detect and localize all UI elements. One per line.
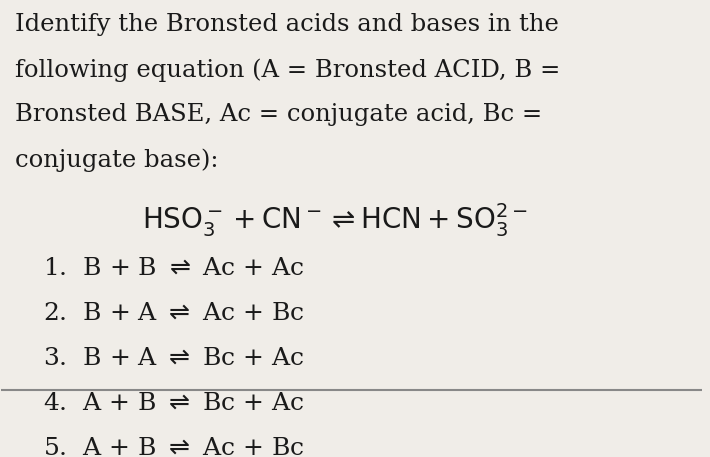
Text: 1.  B + B $\rightleftharpoons$ Ac + Ac: 1. B + B $\rightleftharpoons$ Ac + Ac: [43, 256, 305, 280]
Text: conjugate base):: conjugate base):: [16, 149, 219, 172]
Text: $\mathrm{HSO_3^- + CN^- \rightleftharpoons HCN + SO_3^{2-}}$: $\mathrm{HSO_3^- + CN^- \rightleftharpoo…: [141, 202, 528, 239]
Text: 3.  B + A $\rightleftharpoons$ Bc + Ac: 3. B + A $\rightleftharpoons$ Bc + Ac: [43, 347, 305, 370]
Text: Identify the Bronsted acids and bases in the: Identify the Bronsted acids and bases in…: [16, 13, 559, 36]
Text: 4.  A + B $\rightleftharpoons$ Bc + Ac: 4. A + B $\rightleftharpoons$ Bc + Ac: [43, 392, 305, 415]
Text: 2.  B + A $\rightleftharpoons$ Ac + Bc: 2. B + A $\rightleftharpoons$ Ac + Bc: [43, 302, 305, 324]
Text: following equation (A = Bronsted ACID, B =: following equation (A = Bronsted ACID, B…: [16, 58, 561, 82]
Text: Bronsted BASE, Ac = conjugate acid, Bc =: Bronsted BASE, Ac = conjugate acid, Bc =: [16, 103, 542, 127]
Text: 5.  A + B $\rightleftharpoons$ Ac + Bc: 5. A + B $\rightleftharpoons$ Ac + Bc: [43, 437, 305, 457]
